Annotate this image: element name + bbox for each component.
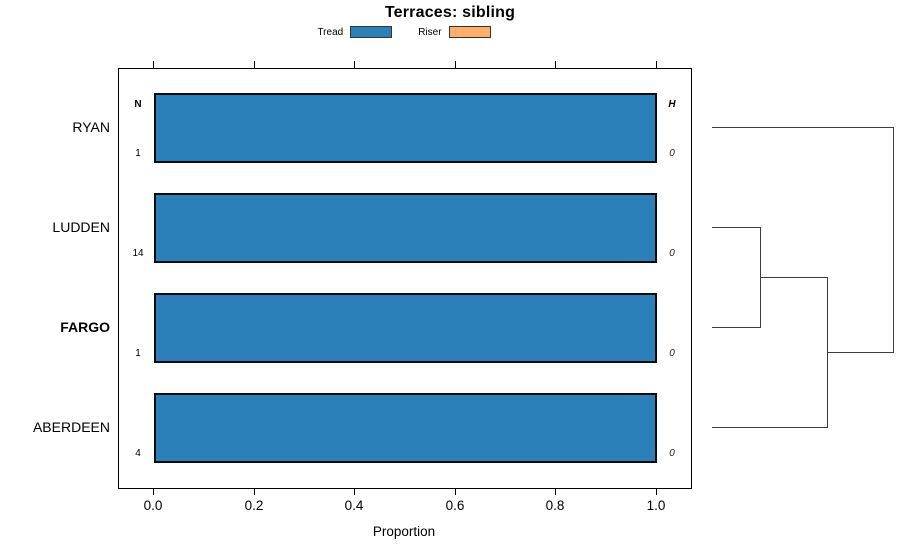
bar-track	[154, 293, 657, 363]
n-column-header: N	[134, 99, 142, 110]
row-label-fargo: FARGO	[60, 319, 110, 335]
legend-swatch-tread	[350, 26, 393, 38]
x-axis-top-tick	[354, 61, 355, 68]
bar-row-aberdeen: 4 0	[119, 393, 691, 463]
x-axis-tick	[656, 488, 657, 495]
n-value-ludden: 14	[132, 248, 144, 259]
bar-row-fargo: 1 0	[119, 293, 691, 363]
x-axis-top-tick	[555, 61, 556, 68]
row-label-ryan: RYAN	[72, 119, 110, 135]
dendrogram-link-ludden	[712, 227, 760, 228]
dendrogram-join-root	[893, 127, 894, 353]
bar-track	[154, 393, 657, 463]
bar-ryan-tread	[154, 93, 657, 163]
bar-track	[154, 193, 657, 263]
x-tick-label: 0.2	[244, 498, 264, 513]
row-label-aberdeen: ABERDEEN	[32, 419, 110, 435]
x-tick-label: 0.8	[545, 498, 565, 513]
dendrogram-link-aberdeen	[712, 427, 827, 428]
bar-fargo-tread	[154, 293, 657, 363]
x-tick-label: 0.4	[344, 498, 364, 513]
legend-label-tread: Tread	[317, 26, 344, 38]
bar-ludden-tread	[154, 193, 657, 263]
x-axis-label: Proportion	[372, 524, 436, 539]
x-axis-tick	[254, 488, 255, 495]
n-value-ryan: 1	[135, 148, 141, 159]
h-column-header: H	[668, 99, 676, 110]
legend-item-tread: Tread	[317, 26, 393, 38]
legend: Tread Riser	[118, 25, 690, 39]
x-axis-tick	[153, 488, 154, 495]
x-axis-top-tick	[455, 61, 456, 68]
legend-swatch-riser	[448, 26, 491, 38]
h-value-ryan: 0	[669, 148, 675, 159]
x-tick-label: 0.0	[143, 498, 163, 513]
x-axis-tick	[555, 488, 556, 495]
x-axis-tick	[354, 488, 355, 495]
bar-aberdeen-tread	[154, 393, 657, 463]
x-axis-top-tick	[153, 61, 154, 68]
dendrogram-link-ryan	[712, 127, 893, 128]
plot-title: Terraces: sibling	[384, 4, 516, 21]
bar-row-ryan: N 1 H 0	[119, 93, 691, 163]
x-axis-top-tick	[656, 61, 657, 68]
bar-row-ludden: 14 0	[119, 193, 691, 263]
dendrogram-link-fargo	[712, 327, 760, 328]
row-label-ludden: LUDDEN	[52, 219, 110, 235]
x-tick-label: 1.0	[646, 498, 666, 513]
h-value-ludden: 0	[669, 248, 675, 259]
legend-item-riser: Riser	[418, 26, 491, 38]
plot-area: N 1 H 0 14 0 1 0 4 0	[118, 68, 692, 489]
n-value-aberdeen: 4	[135, 448, 141, 459]
h-value-fargo: 0	[669, 348, 675, 359]
legend-label-riser: Riser	[418, 26, 442, 38]
h-value-aberdeen: 0	[669, 448, 675, 459]
dendrogram-link-cluster2	[827, 352, 893, 353]
x-tick-label: 0.6	[445, 498, 465, 513]
x-axis-tick	[455, 488, 456, 495]
bar-track	[154, 93, 657, 163]
dendrogram-link-cluster1	[760, 277, 827, 278]
x-axis-top-tick	[254, 61, 255, 68]
n-value-fargo: 1	[135, 348, 141, 359]
